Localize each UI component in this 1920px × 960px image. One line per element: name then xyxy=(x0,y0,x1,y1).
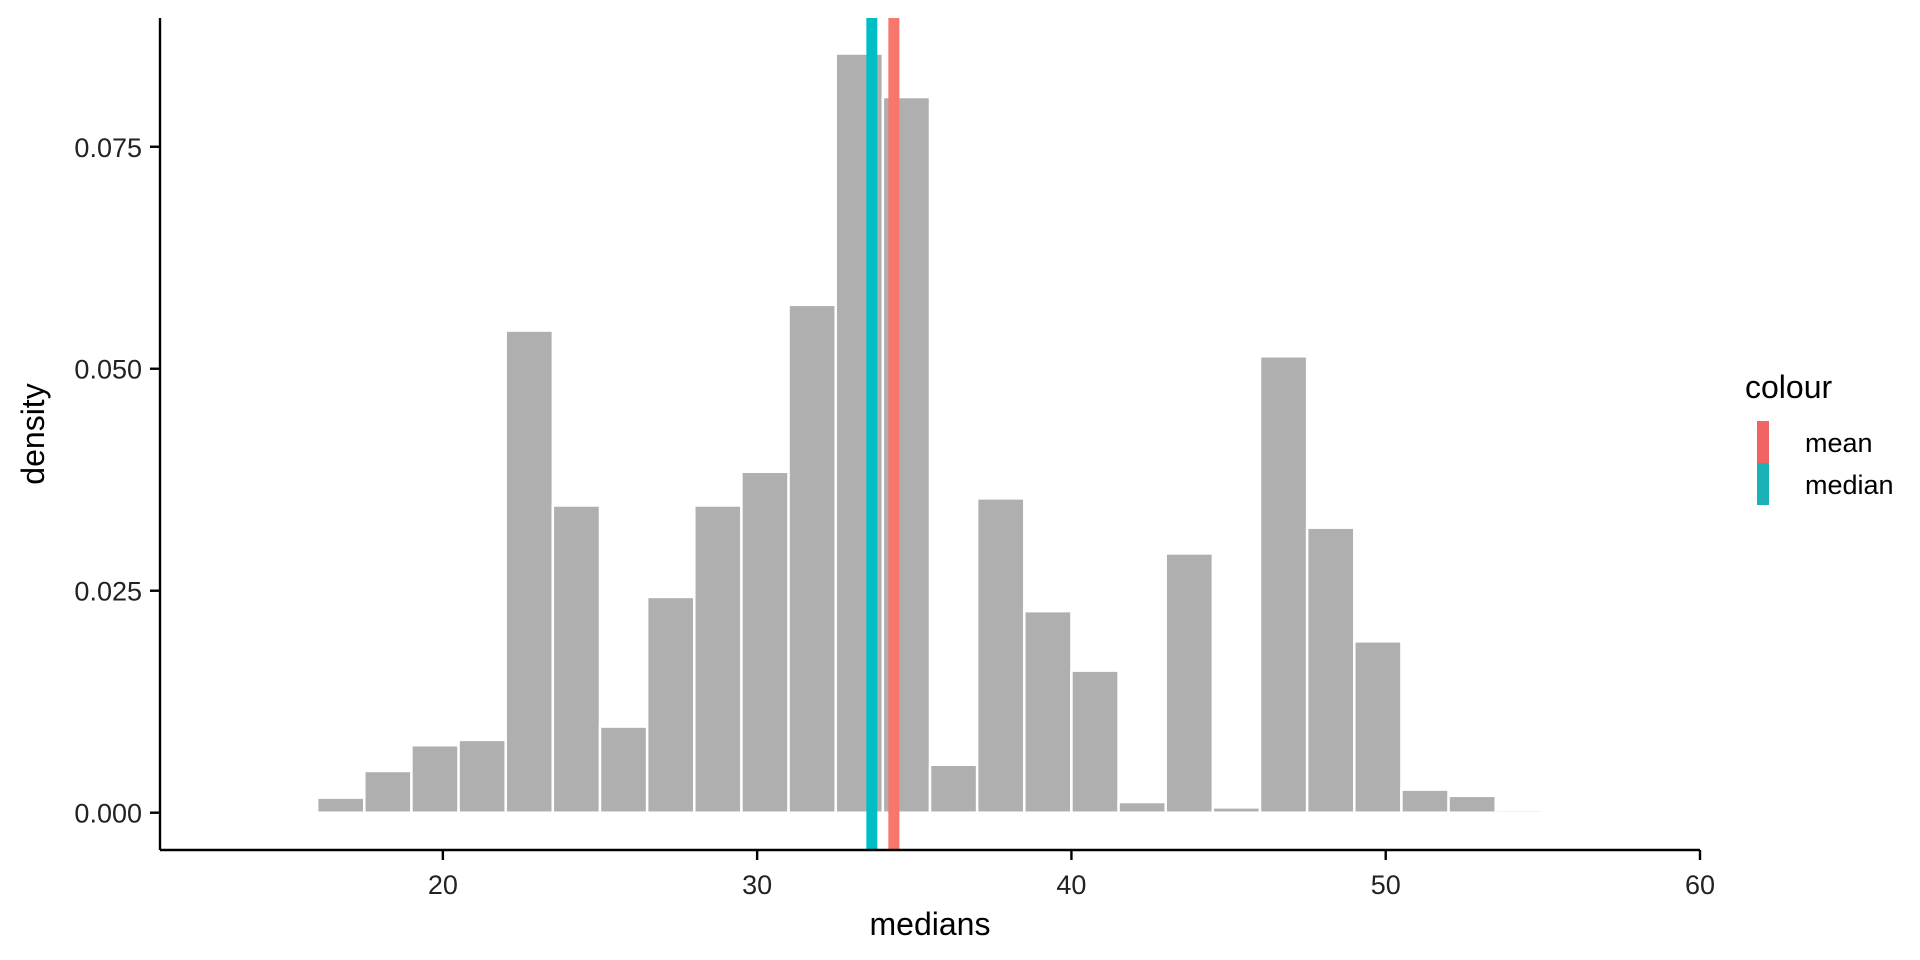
histogram-bar xyxy=(975,497,1026,814)
x-tick-label: 60 xyxy=(1685,870,1715,900)
legend-label-median: median xyxy=(1805,470,1894,500)
axes-layer: 20 30 40 50 60 0.000 0.025 0.050 0.075 xyxy=(74,18,1715,900)
histogram-bar xyxy=(504,329,555,814)
x-tick-label: 20 xyxy=(428,870,458,900)
histogram-bar xyxy=(1258,355,1309,814)
x-ticks: 20 30 40 50 60 xyxy=(428,850,1715,900)
reference-lines-layer xyxy=(866,18,900,850)
histogram-bar xyxy=(1353,640,1403,814)
histogram-bar xyxy=(1305,526,1356,814)
legend-key-mean xyxy=(1757,421,1769,463)
y-tick-label: 0.025 xyxy=(74,577,142,607)
histogram-bar xyxy=(551,504,602,814)
histogram-bar xyxy=(457,738,507,814)
legend-label-mean: mean xyxy=(1805,428,1873,458)
histogram-bar xyxy=(363,769,413,814)
histogram-bar xyxy=(1023,609,1073,814)
histogram-bar xyxy=(1117,800,1167,814)
legend-key-median xyxy=(1757,463,1769,505)
histogram-bar xyxy=(645,595,696,814)
y-tick-label: 0.000 xyxy=(74,799,142,829)
y-axis-title: density xyxy=(15,383,51,484)
histogram-bar xyxy=(1164,552,1215,814)
histogram-bar xyxy=(1400,788,1450,814)
legend: colour mean median xyxy=(1745,369,1894,505)
histogram-bar xyxy=(598,725,649,814)
legend-title: colour xyxy=(1745,369,1833,405)
y-ticks: 0.000 0.025 0.050 0.075 xyxy=(74,133,160,829)
histogram-bar xyxy=(787,303,837,814)
histogram-bar xyxy=(315,796,366,814)
x-tick-label: 40 xyxy=(1056,870,1086,900)
histogram-bar xyxy=(1447,794,1497,814)
y-tick-label: 0.050 xyxy=(74,355,142,385)
histogram-bar xyxy=(410,743,460,814)
x-axis-title: medians xyxy=(870,906,991,942)
histogram-bar xyxy=(693,504,743,814)
x-tick-label: 50 xyxy=(1371,870,1401,900)
histogram-bar xyxy=(740,470,790,814)
x-tick-label: 30 xyxy=(742,870,772,900)
histogram-bar xyxy=(928,763,979,814)
legend-entries: mean median xyxy=(1757,421,1894,505)
bars-layer xyxy=(315,52,1545,814)
histogram-bar xyxy=(1494,808,1545,814)
histogram-bar xyxy=(1211,806,1262,814)
histogram-bar xyxy=(1070,669,1120,814)
y-tick-label: 0.075 xyxy=(74,133,142,163)
